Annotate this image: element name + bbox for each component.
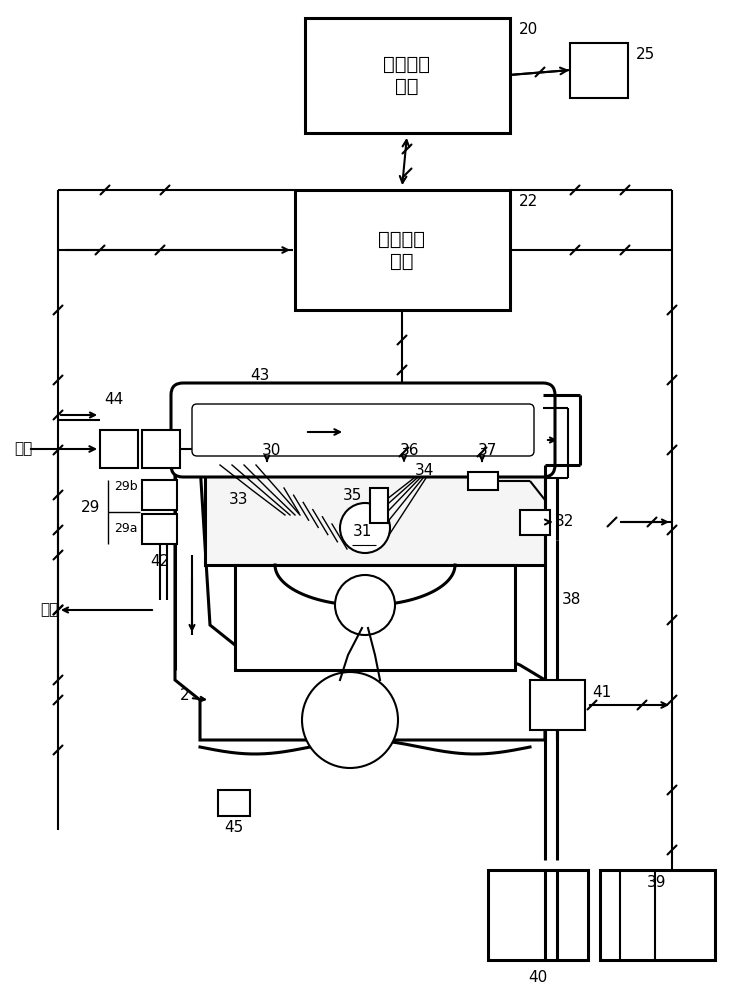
Text: 37: 37: [478, 443, 497, 458]
Text: 38: 38: [562, 592, 581, 607]
FancyBboxPatch shape: [488, 870, 588, 960]
Text: 40: 40: [529, 970, 547, 985]
Text: 22: 22: [519, 194, 538, 209]
Text: 43: 43: [250, 368, 270, 383]
FancyBboxPatch shape: [142, 480, 177, 510]
Text: 31: 31: [354, 524, 373, 540]
FancyBboxPatch shape: [370, 488, 388, 523]
FancyBboxPatch shape: [305, 18, 510, 133]
FancyBboxPatch shape: [100, 430, 138, 468]
Text: 44: 44: [104, 392, 123, 407]
Text: 35: 35: [343, 488, 362, 503]
FancyBboxPatch shape: [192, 404, 534, 456]
Text: 41: 41: [592, 685, 611, 700]
Text: 排氣: 排氣: [40, 602, 58, 617]
FancyBboxPatch shape: [570, 43, 628, 98]
Text: 29a: 29a: [114, 522, 138, 536]
Text: 33: 33: [228, 492, 248, 508]
FancyBboxPatch shape: [142, 514, 177, 544]
FancyBboxPatch shape: [600, 870, 715, 960]
FancyBboxPatch shape: [468, 472, 498, 490]
Text: 29b: 29b: [114, 480, 138, 492]
FancyBboxPatch shape: [295, 190, 510, 310]
Text: 20: 20: [519, 22, 538, 37]
FancyBboxPatch shape: [218, 790, 250, 816]
Text: 45: 45: [225, 820, 243, 835]
Text: 混合控制
单元: 混合控制 单元: [383, 54, 431, 96]
Circle shape: [340, 503, 390, 553]
Circle shape: [302, 672, 398, 768]
FancyBboxPatch shape: [171, 383, 555, 477]
Text: 引擎控制
单元: 引擎控制 单元: [378, 230, 426, 270]
Text: 30: 30: [262, 443, 281, 458]
Circle shape: [335, 575, 395, 635]
FancyBboxPatch shape: [520, 510, 550, 535]
FancyBboxPatch shape: [205, 465, 545, 565]
Text: 39: 39: [647, 875, 667, 890]
Text: 42: 42: [151, 554, 170, 570]
Text: 29: 29: [81, 499, 100, 514]
Text: 25: 25: [636, 47, 655, 62]
Text: 36: 36: [400, 443, 419, 458]
FancyBboxPatch shape: [235, 565, 515, 670]
FancyBboxPatch shape: [142, 430, 180, 468]
Text: 32: 32: [555, 514, 574, 530]
Text: 2: 2: [180, 688, 190, 702]
Text: 進氣: 進氣: [14, 442, 32, 456]
FancyBboxPatch shape: [530, 680, 585, 730]
Text: 34: 34: [415, 463, 434, 478]
